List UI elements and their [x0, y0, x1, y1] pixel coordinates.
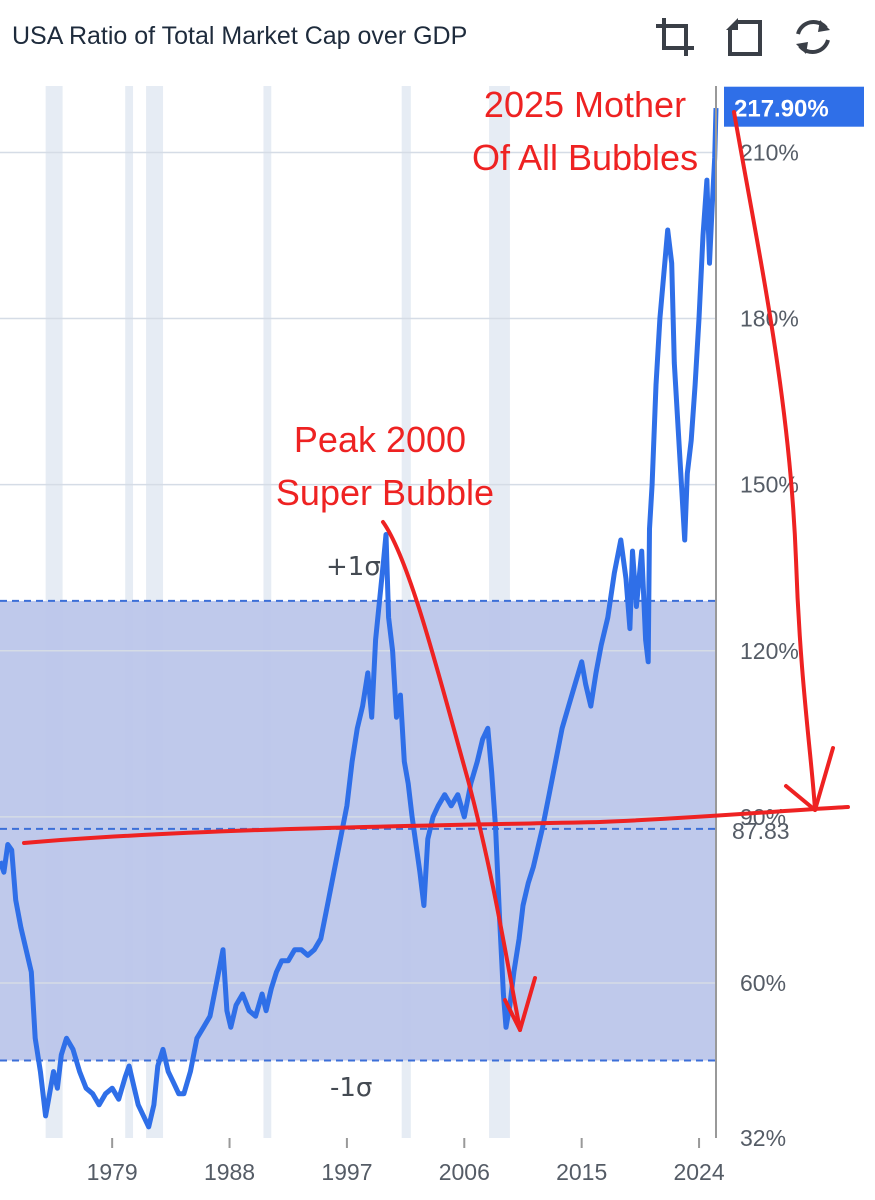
x-tick-label: 1979 [87, 1159, 138, 1185]
mean-value-label: 87.83 [732, 818, 790, 844]
badge-background [724, 86, 864, 127]
sigma-band [0, 599, 716, 1062]
annotation-2025-line1: 2025 Mother [484, 84, 686, 125]
annotation-2025-bubble: 2025 Mother Of All Bubbles [472, 84, 698, 178]
x-tick-label: 1997 [321, 1159, 372, 1185]
plus-sigma-label: +1σ [326, 552, 381, 582]
restore-icon[interactable] [722, 14, 768, 60]
mean-label-group: 87.83 [732, 818, 790, 844]
current-value-label: 217.90% [734, 96, 829, 123]
arrow-2025-shaft [732, 110, 817, 812]
arrow-2025-head [784, 746, 835, 812]
y-tick-label: 210% [740, 139, 799, 165]
current-value-badge: 217.90% [724, 86, 864, 127]
refresh-icon[interactable] [790, 14, 836, 60]
arrow-2000-head [503, 976, 537, 1032]
annotation-marks [22, 110, 850, 1032]
y-tick-labels: 32%60%90%120%150%180%210% [740, 139, 799, 1151]
x-tick-label: 2015 [556, 1159, 607, 1185]
crop-icon[interactable] [652, 14, 698, 60]
sigma-band-fill [0, 600, 716, 1061]
y-tick-label: 32% [740, 1125, 786, 1151]
series-line [0, 108, 719, 1130]
y-tick-label: 120% [740, 638, 799, 664]
x-tick-label: 2006 [439, 1159, 490, 1185]
annotation-2000-line1: Peak 2000 [294, 419, 466, 460]
mean-freehand-line [22, 805, 850, 845]
x-tick-label: 1988 [204, 1159, 255, 1185]
y-tick-label: 90% [740, 804, 786, 830]
x-tick-label: 2024 [673, 1159, 724, 1185]
minus-sigma-label: -1σ [330, 1073, 372, 1103]
annotation-2000-bubble: Peak 2000 Super Bubble [276, 419, 494, 513]
annotation-2000-line2: Super Bubble [276, 472, 494, 513]
chart-title: USA Ratio of Total Market Cap over GDP [12, 22, 468, 50]
arrow-2000-shaft [381, 520, 522, 1032]
x-tick-labels: 1979 1988 1997 2006 2015 2024 [87, 1138, 725, 1185]
annotation-2025-line2: Of All Bubbles [472, 137, 698, 178]
y-tick-label: 60% [740, 970, 786, 996]
grid-lines [0, 151, 716, 984]
